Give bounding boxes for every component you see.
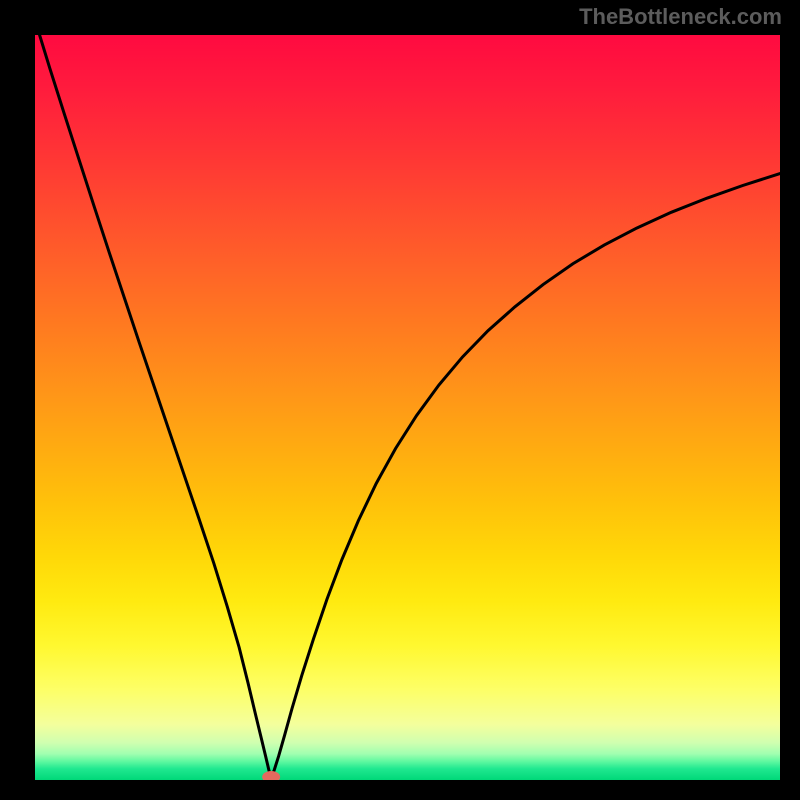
plot-background: [35, 35, 780, 780]
chart-container: TheBottleneck.com: [0, 0, 800, 800]
watermark-text: TheBottleneck.com: [579, 4, 782, 30]
bottleneck-chart: [0, 0, 800, 800]
